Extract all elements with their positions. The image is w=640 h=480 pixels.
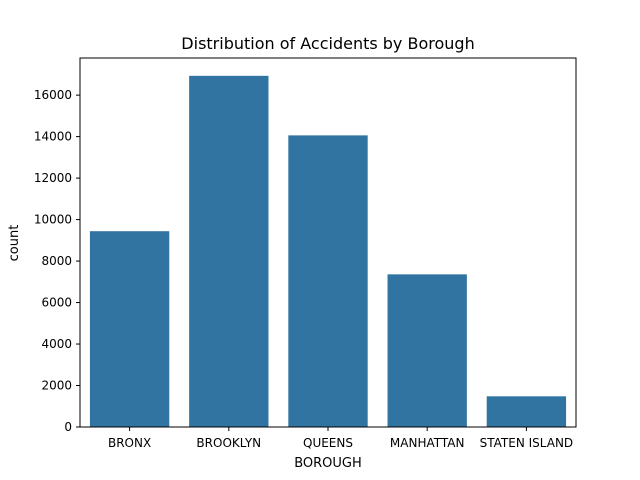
y-tick-label: 4000: [41, 337, 72, 351]
y-tick-label: 16000: [34, 88, 72, 102]
y-axis-label: count: [7, 225, 22, 262]
chart-title: Distribution of Accidents by Borough: [181, 34, 474, 53]
x-axis-ticks: BRONX BROOKLYN QUEENS MANHATTAN STATEN ISLAN…: [108, 427, 573, 450]
y-tick-label: 2000: [41, 379, 72, 393]
x-tick-label: STATEN ISLAND: [480, 436, 574, 450]
bar-bronx: [89, 231, 170, 427]
x-axis-label: BOROUGH: [294, 456, 362, 471]
bar-queens: [288, 135, 368, 427]
bar-staten-island: [486, 396, 567, 427]
x-tick-label: BROOKLYN: [196, 436, 261, 450]
y-axis-ticks: 0 2000 4000 6000 8000 10000 12000 14000 16000: [34, 88, 80, 434]
x-tick-label: QUEENS: [303, 436, 353, 450]
y-tick-label: 0: [64, 420, 72, 434]
x-tick-label: BRONX: [108, 436, 151, 450]
x-tick-label: MANHATTAN: [390, 436, 465, 450]
y-tick-label: 8000: [41, 254, 72, 268]
bar-brooklyn: [189, 75, 269, 428]
y-tick-label: 10000: [34, 213, 72, 227]
y-tick-label: 14000: [34, 130, 72, 144]
plot-frame: [79, 57, 577, 428]
bars-group: [89, 75, 567, 428]
y-tick-label: 12000: [34, 171, 72, 185]
bar-manhattan: [387, 274, 467, 427]
y-tick-label: 6000: [41, 296, 72, 310]
